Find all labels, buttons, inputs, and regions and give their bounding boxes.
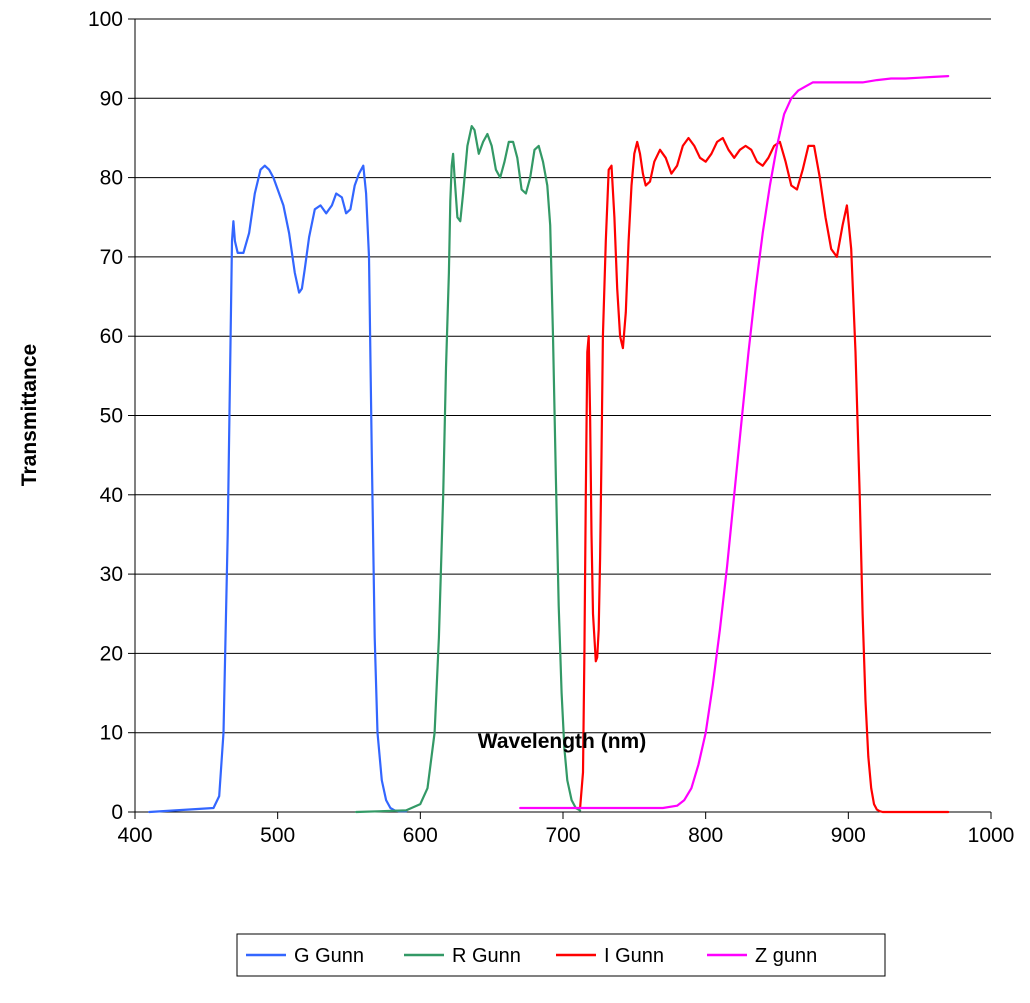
legend: G Gunn R Gunn I Gunn Z gunn	[236, 933, 886, 977]
y-tick-label: 70	[100, 246, 123, 269]
gridlines	[135, 18, 991, 734]
series-line-r-gunn	[355, 124, 582, 814]
series-layer	[148, 74, 950, 814]
x-tick-label: 500	[260, 824, 295, 847]
y-tick-label: 50	[100, 405, 123, 428]
y-tick-label: 20	[100, 642, 123, 665]
y-tick-label: 40	[100, 484, 123, 507]
x-tick-label: 1000	[968, 824, 1015, 847]
series-line-i-gunn	[578, 136, 950, 814]
x-tick-label: 400	[117, 824, 152, 847]
series-line-z-gunn	[519, 74, 950, 810]
x-axis-title: Wavelength (nm)	[478, 730, 646, 753]
y-tick-label: 80	[100, 167, 123, 190]
legend-label: Z gunn	[755, 945, 817, 967]
legend-label: R Gunn	[452, 945, 521, 967]
legend-label: G Gunn	[294, 945, 364, 967]
x-tick-label: 600	[403, 824, 438, 847]
y-axis-title: Transmittance	[18, 344, 41, 486]
x-tick-label: 900	[831, 824, 866, 847]
y-tick-label: 0	[111, 801, 123, 824]
y-tick-label: 30	[100, 563, 123, 586]
y-tick-label: 90	[100, 87, 123, 110]
y-tick-label: 60	[100, 325, 123, 348]
y-tick-label: 100	[88, 8, 123, 31]
x-tick-label: 800	[688, 824, 723, 847]
series-line-g-gunn	[148, 164, 408, 814]
tick-labels: 0 10 20 30 40 50 60 70 80 90 100 400 500 600 700 800 900…	[88, 8, 1014, 847]
x-tick-label: 700	[545, 824, 580, 847]
y-tick-label: 10	[100, 722, 123, 745]
axes	[128, 18, 992, 819]
legend-label: I Gunn	[604, 945, 664, 967]
